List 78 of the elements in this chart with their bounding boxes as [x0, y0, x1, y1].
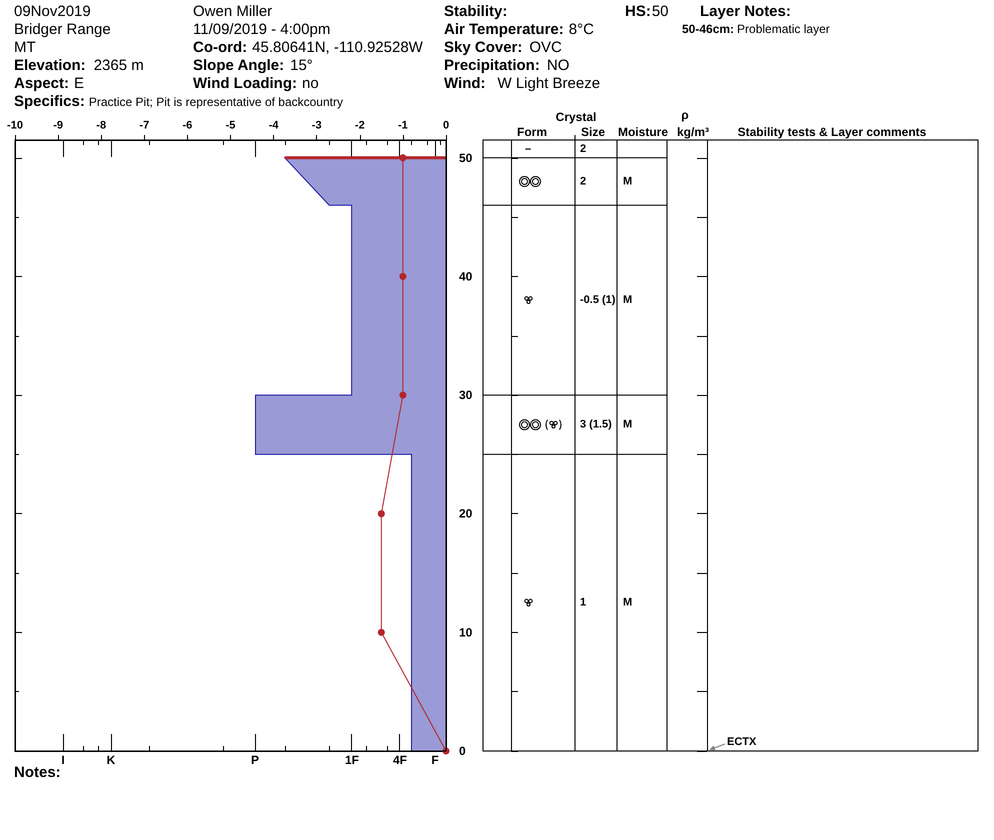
- text: 11/09/2019 - 4:00pm: [193, 21, 330, 38]
- x-tick-label: -6: [182, 120, 192, 132]
- text: E: [74, 75, 84, 92]
- text: W Light Breeze: [498, 75, 600, 92]
- text: NO: [546, 57, 570, 74]
- text: 4F: [392, 753, 408, 767]
- x-tick-label: -9: [53, 120, 63, 132]
- text: Air Temperature:: [444, 21, 564, 38]
- text: Wind:: [444, 75, 486, 92]
- text: -0.5 (1): [580, 294, 616, 306]
- x-tick-label: -7: [139, 120, 150, 132]
- x-tick-label: -8: [96, 120, 106, 132]
- text: 2: [580, 176, 586, 188]
- x-tick-label: 0: [442, 120, 450, 132]
- text: Slope Angle:: [193, 57, 284, 74]
- text: F: [431, 753, 439, 767]
- text: Problematic layer: [737, 22, 830, 36]
- point: [399, 272, 406, 280]
- text: 45.80641N, -110.92528W: [252, 39, 423, 56]
- category-label: Form: [517, 125, 547, 139]
- text: 09Nov2019: [14, 3, 91, 20]
- y-tick-label: 20: [459, 506, 473, 521]
- text: M: [623, 596, 632, 609]
- text: Notes:: [14, 764, 61, 781]
- text: P: [250, 753, 260, 767]
- x-tick-label: -5: [226, 120, 236, 132]
- y-tick-label: 0: [459, 744, 466, 758]
- text: K: [106, 753, 116, 767]
- x-tick-label: -2: [354, 120, 365, 132]
- text: Owen Miller: [193, 3, 272, 20]
- text: Layer Notes:: [700, 3, 791, 20]
- text: no: [302, 75, 319, 92]
- text: Crystal: [556, 110, 596, 124]
- text: 3 (1.5): [580, 418, 612, 431]
- text: M: [623, 418, 632, 431]
- text: 1: [580, 596, 586, 609]
- y-tick-label: 40: [459, 269, 473, 284]
- point: [399, 154, 406, 162]
- text: HS:: [625, 3, 651, 20]
- text: Precipitation:: [444, 57, 540, 74]
- text: 50-46cm:: [682, 22, 734, 36]
- text: Stability:: [444, 3, 508, 20]
- y-tick-label: 50: [459, 150, 473, 165]
- text: 2365 m: [94, 57, 144, 74]
- text: Elevation:: [14, 57, 86, 74]
- text: Practice Pit; Pit is representative of backcountry: [88, 95, 343, 109]
- text: ρ: [681, 108, 689, 122]
- text: M: [623, 294, 632, 306]
- point: [378, 628, 385, 636]
- text: Specifics:: [14, 93, 85, 110]
- x-tick-label: -4: [268, 120, 280, 132]
- point: [378, 510, 385, 518]
- text: Aspect:: [14, 75, 70, 92]
- x-tick-label: -1: [398, 120, 408, 132]
- y-tick-label: 30: [459, 388, 473, 402]
- category-label: Stability tests & Layer comments: [738, 125, 927, 139]
- text: OVC: [529, 39, 562, 56]
- text: 8°C: [568, 21, 594, 38]
- text: M: [623, 176, 632, 188]
- text: Wind Loading:: [193, 75, 298, 92]
- y-tick-label: 10: [459, 625, 473, 640]
- category-label: kg/m³: [676, 125, 710, 139]
- category-label: Size: [580, 125, 606, 139]
- x-tick-label: -3: [312, 120, 322, 132]
- text: I: [61, 753, 65, 767]
- x-tick-label: -10: [7, 120, 23, 132]
- text: Sky Cover:: [444, 39, 522, 56]
- point: [399, 392, 406, 399]
- text: 50: [652, 3, 669, 20]
- text: –: [525, 142, 532, 155]
- text: ECTX: [727, 736, 757, 748]
- text: 1F: [344, 753, 360, 767]
- category-label: Moisture: [618, 125, 668, 139]
- text: 15°: [290, 57, 313, 74]
- text: MT: [14, 39, 36, 56]
- text: Co-ord:: [193, 39, 248, 56]
- text: 2: [580, 142, 586, 155]
- text: Bridger Range: [14, 21, 111, 38]
